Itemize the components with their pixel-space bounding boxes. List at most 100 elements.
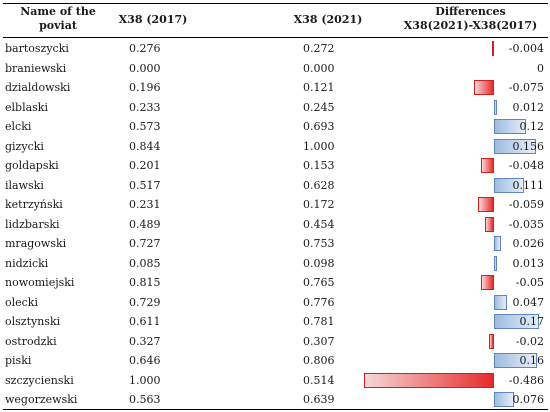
cell-x38-2017: 0.573 xyxy=(129,120,161,133)
cell-difference: 0 xyxy=(537,61,544,75)
cell-difference: 0.17 xyxy=(519,315,545,328)
cell-poviat-name: olsztynski xyxy=(5,315,61,328)
cell-difference: -0.048 xyxy=(508,159,544,172)
cell-x38-2017: 0.276 xyxy=(129,42,161,55)
difference-bar xyxy=(494,236,501,251)
cell-difference: 0.047 xyxy=(512,295,545,309)
cell-x38-2017: 0.233 xyxy=(129,100,161,114)
cell-difference: 0.012 xyxy=(512,100,545,114)
cell-poviat-name: bartoszycki xyxy=(5,42,69,55)
cell-x38-2021: 0.121 xyxy=(303,81,335,94)
cell-x38-2021: 0.806 xyxy=(303,354,335,367)
cell-difference: 0.111 xyxy=(512,178,545,192)
cell-x38-2021: 0.245 xyxy=(303,100,335,114)
cell-x38-2017: 0.729 xyxy=(129,295,161,309)
cell-x38-2021: 1.000 xyxy=(303,139,335,153)
cell-poviat-name: wegorzewski xyxy=(5,393,78,406)
cell-x38-2021: 0.000 xyxy=(303,61,335,75)
table-row: ostrodzki 0.327 0.307 -0.02 xyxy=(3,332,548,352)
difference-bar xyxy=(494,392,515,407)
cell-poviat-name: lidzbarski xyxy=(5,217,60,231)
cell-x38-2017: 0.196 xyxy=(129,81,161,94)
difference-bar xyxy=(484,216,494,232)
difference-bar xyxy=(488,333,494,349)
cell-poviat-name: olecki xyxy=(5,295,38,309)
cell-x38-2017: 0.517 xyxy=(129,178,161,192)
difference-bar xyxy=(473,80,494,95)
difference-bar xyxy=(494,294,507,310)
cell-difference: -0.035 xyxy=(508,217,544,231)
cell-x38-2017: 0.563 xyxy=(129,393,161,406)
difference-bar xyxy=(494,119,527,134)
table-row: dzialdowski 0.196 0.121 -0.075 xyxy=(3,78,548,98)
cell-difference: 0.16 xyxy=(519,354,545,367)
difference-bar xyxy=(492,41,494,56)
top-rule xyxy=(3,3,548,4)
cell-x38-2021: 0.307 xyxy=(303,334,335,348)
cell-poviat-name: elblaski xyxy=(5,100,48,114)
cell-poviat-name: gizycki xyxy=(5,139,44,153)
cell-poviat-name: dzialdowski xyxy=(5,81,71,94)
difference-bar xyxy=(494,255,498,271)
cell-x38-2017: 0.231 xyxy=(129,198,161,211)
cell-poviat-name: piski xyxy=(5,354,32,367)
cell-x38-2021: 0.172 xyxy=(303,198,335,211)
table-row: elblaski 0.233 0.245 0.012 xyxy=(3,98,548,118)
difference-bar xyxy=(494,177,524,193)
cell-poviat-name: goldapski xyxy=(5,159,59,172)
table-row: olecki 0.729 0.776 0.047 xyxy=(3,293,548,313)
cell-x38-2021: 0.765 xyxy=(303,276,335,289)
table-row: piski 0.646 0.806 0.16 xyxy=(3,351,548,371)
table-row: szczycienski 1.000 0.514 -0.486 xyxy=(3,371,548,391)
cell-x38-2021: 0.514 xyxy=(303,373,335,387)
cell-poviat-name: szczycienski xyxy=(5,373,74,387)
cell-difference: -0.02 xyxy=(515,334,544,348)
cell-poviat-name: mragowski xyxy=(5,237,67,250)
cell-difference: 0.12 xyxy=(519,120,545,133)
header-x2017: X38 (2017) xyxy=(118,13,188,26)
table-row: olsztynski 0.611 0.781 0.17 xyxy=(3,312,548,332)
cell-poviat-name: ilawski xyxy=(5,178,44,192)
cell-poviat-name: nidzicki xyxy=(5,256,49,270)
table-row: ilawski 0.517 0.628 0.111 xyxy=(3,176,548,196)
cell-x38-2021: 0.693 xyxy=(303,120,335,133)
cell-difference: -0.05 xyxy=(515,276,544,289)
cell-x38-2017: 0.085 xyxy=(129,256,161,270)
cell-x38-2017: 0.327 xyxy=(129,334,161,348)
difference-bar xyxy=(478,197,494,212)
cell-x38-2021: 0.628 xyxy=(303,178,335,192)
difference-bar xyxy=(481,158,494,173)
cell-x38-2017: 0.844 xyxy=(129,139,161,153)
cell-difference: 0.013 xyxy=(512,256,545,270)
difference-bar xyxy=(494,138,536,154)
cell-x38-2017: 0.000 xyxy=(129,61,161,75)
cell-poviat-name: nowomiejski xyxy=(5,276,75,289)
table-row: nidzicki 0.085 0.098 0.013 xyxy=(3,254,548,274)
cell-difference: -0.075 xyxy=(508,81,544,94)
cell-x38-2021: 0.639 xyxy=(303,393,335,406)
header-x2021: X38 (2021) xyxy=(293,13,363,26)
cell-difference: 0.076 xyxy=(512,393,545,406)
cell-x38-2021: 0.272 xyxy=(303,42,335,55)
cell-x38-2017: 0.489 xyxy=(129,217,161,231)
difference-bar xyxy=(494,314,540,329)
table-row: wegorzewski 0.563 0.639 0.076 xyxy=(3,390,548,410)
table-row: goldapski 0.201 0.153 -0.048 xyxy=(3,156,548,176)
cell-difference: -0.004 xyxy=(508,42,544,55)
cell-x38-2021: 0.781 xyxy=(303,315,335,328)
difference-bar xyxy=(494,99,498,115)
cell-difference: -0.059 xyxy=(508,198,544,211)
cell-difference: 0.156 xyxy=(512,139,545,153)
table-row: ketrzyński 0.231 0.172 -0.059 xyxy=(3,195,548,215)
table-row: mragowski 0.727 0.753 0.026 xyxy=(3,234,548,254)
table-row: elcki 0.573 0.693 0.12 xyxy=(3,117,548,137)
difference-bar xyxy=(494,353,537,368)
table-row: braniewski 0.000 0.000 0 xyxy=(3,59,548,79)
cell-poviat-name: ostrodzki xyxy=(5,334,57,348)
cell-x38-2021: 0.776 xyxy=(303,295,335,309)
cell-x38-2017: 0.611 xyxy=(129,315,161,328)
cell-x38-2017: 1.000 xyxy=(129,373,161,387)
bottom-rule xyxy=(3,409,548,410)
cell-difference: 0.026 xyxy=(512,237,545,250)
cell-x38-2021: 0.454 xyxy=(303,217,335,231)
